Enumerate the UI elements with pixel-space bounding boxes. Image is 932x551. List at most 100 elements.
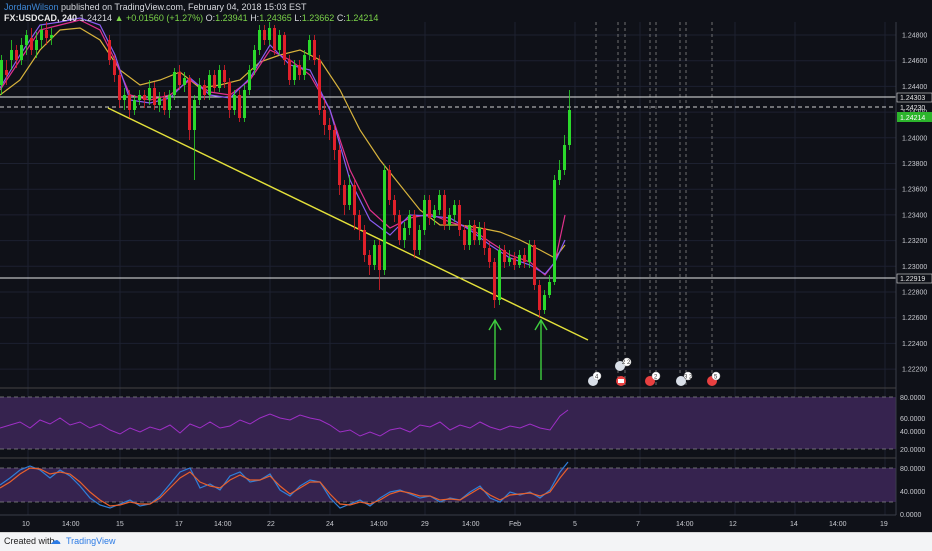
- bull-candle[interactable]: [563, 145, 566, 170]
- bull-candle[interactable]: [158, 98, 161, 105]
- bull-candle[interactable]: [258, 30, 261, 50]
- bear-candle[interactable]: [298, 65, 301, 75]
- bear-candle[interactable]: [228, 82, 231, 110]
- bear-candle[interactable]: [493, 262, 496, 300]
- bear-candle[interactable]: [323, 110, 326, 125]
- bull-candle[interactable]: [383, 170, 386, 270]
- bear-candle[interactable]: [263, 30, 266, 40]
- bull-candle[interactable]: [35, 40, 38, 50]
- bear-candle[interactable]: [458, 205, 461, 230]
- bear-candle[interactable]: [503, 250, 506, 262]
- trendline[interactable]: [107, 107, 589, 341]
- bull-candle[interactable]: [50, 35, 53, 38]
- bear-candle[interactable]: [203, 85, 206, 95]
- bear-candle[interactable]: [393, 200, 396, 215]
- bull-candle[interactable]: [183, 78, 186, 85]
- bull-candle[interactable]: [208, 75, 211, 95]
- bull-candle[interactable]: [248, 70, 251, 90]
- bear-candle[interactable]: [378, 245, 381, 270]
- bear-candle[interactable]: [473, 225, 476, 240]
- author-link[interactable]: JordanWilson: [4, 2, 59, 12]
- event-badges[interactable]: 4 2 2 2 3 2 5: [588, 357, 721, 386]
- bull-candle[interactable]: [123, 95, 126, 100]
- bear-candle[interactable]: [413, 215, 416, 250]
- bear-candle[interactable]: [368, 255, 371, 265]
- bear-candle[interactable]: [163, 98, 166, 110]
- bear-candle[interactable]: [45, 30, 48, 38]
- bull-candle[interactable]: [10, 50, 13, 60]
- bear-candle[interactable]: [223, 70, 226, 82]
- bear-candle[interactable]: [523, 255, 526, 262]
- bull-candle[interactable]: [423, 200, 426, 230]
- bear-candle[interactable]: [143, 95, 146, 100]
- bear-candle[interactable]: [15, 50, 18, 60]
- bull-candle[interactable]: [25, 35, 28, 45]
- symbol-name[interactable]: FX:USDCAD, 240: [4, 13, 78, 23]
- bull-candle[interactable]: [138, 95, 141, 100]
- bull-candle[interactable]: [243, 90, 246, 118]
- bull-candle[interactable]: [548, 282, 551, 295]
- bear-candle[interactable]: [113, 60, 116, 75]
- bull-candle[interactable]: [303, 55, 306, 75]
- bull-candle[interactable]: [40, 30, 43, 40]
- bull-candle[interactable]: [278, 35, 281, 50]
- bear-candle[interactable]: [343, 185, 346, 205]
- bull-candle[interactable]: [173, 72, 176, 95]
- bear-candle[interactable]: [483, 228, 486, 248]
- bull-candle[interactable]: [403, 228, 406, 240]
- bull-candle[interactable]: [433, 210, 436, 218]
- bear-candle[interactable]: [30, 38, 33, 50]
- bear-candle[interactable]: [318, 60, 321, 110]
- bull-candle[interactable]: [193, 100, 196, 130]
- event-badge-ca-1[interactable]: [616, 376, 626, 386]
- bear-candle[interactable]: [388, 170, 391, 200]
- bull-candle[interactable]: [408, 215, 411, 228]
- tradingview-brand-link[interactable]: TradingView: [66, 536, 116, 546]
- bull-candle[interactable]: [468, 225, 471, 245]
- bear-candle[interactable]: [443, 195, 446, 225]
- bull-candle[interactable]: [293, 65, 296, 80]
- bear-candle[interactable]: [128, 95, 131, 110]
- bull-candle[interactable]: [558, 170, 561, 180]
- event-badge-ca-3[interactable]: 5: [707, 371, 721, 386]
- bull-candle[interactable]: [218, 70, 221, 88]
- bear-candle[interactable]: [273, 28, 276, 50]
- bear-candle[interactable]: [288, 60, 291, 80]
- bull-candle[interactable]: [553, 180, 556, 282]
- bull-candle[interactable]: [20, 45, 23, 60]
- bull-candle[interactable]: [0, 60, 3, 85]
- bear-candle[interactable]: [363, 230, 366, 255]
- bear-candle[interactable]: [538, 285, 541, 310]
- bear-candle[interactable]: [463, 230, 466, 245]
- bear-candle[interactable]: [178, 72, 181, 85]
- bear-candle[interactable]: [533, 245, 536, 285]
- bull-candle[interactable]: [308, 40, 311, 55]
- bull-candle[interactable]: [418, 230, 421, 250]
- time-axis[interactable]: [0, 515, 896, 532]
- bull-candle[interactable]: [233, 95, 236, 110]
- bull-candle[interactable]: [498, 250, 501, 300]
- bear-candle[interactable]: [118, 75, 121, 100]
- bull-candle[interactable]: [168, 95, 171, 110]
- candles[interactable]: [0, 22, 571, 318]
- bull-candle[interactable]: [448, 215, 451, 225]
- bear-candle[interactable]: [358, 215, 361, 230]
- bull-candle[interactable]: [528, 245, 531, 262]
- bull-candle[interactable]: [508, 258, 511, 262]
- event-badge-us-3[interactable]: 3 2: [676, 371, 693, 386]
- bear-candle[interactable]: [333, 130, 336, 150]
- bear-candle[interactable]: [283, 35, 286, 60]
- bull-candle[interactable]: [148, 88, 151, 100]
- bull-candle[interactable]: [253, 50, 256, 70]
- bull-candle[interactable]: [518, 255, 521, 265]
- bear-candle[interactable]: [353, 185, 356, 215]
- bear-candle[interactable]: [213, 75, 216, 88]
- bear-candle[interactable]: [428, 200, 431, 218]
- bull-candle[interactable]: [478, 228, 481, 240]
- bear-candle[interactable]: [513, 258, 516, 265]
- event-badge-us-1[interactable]: 4: [588, 371, 602, 386]
- bull-candle[interactable]: [543, 295, 546, 310]
- bear-candle[interactable]: [238, 95, 241, 118]
- bear-candle[interactable]: [398, 215, 401, 240]
